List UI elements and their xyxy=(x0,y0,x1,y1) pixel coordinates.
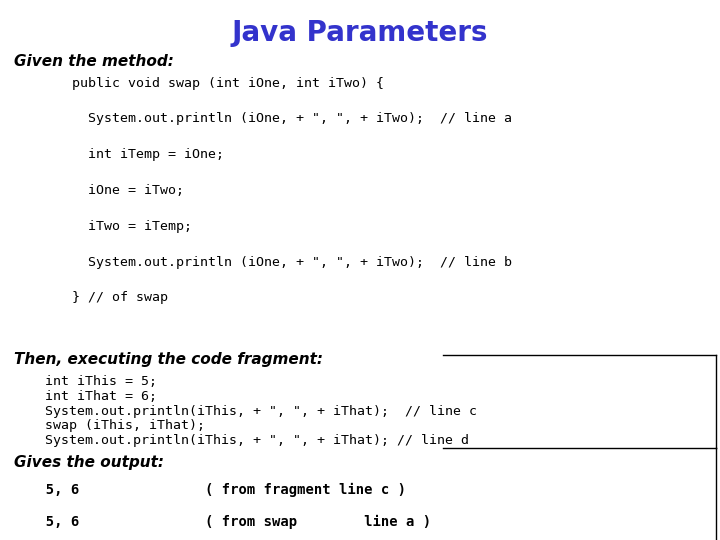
Text: public void swap (int iOne, int iTwo) {: public void swap (int iOne, int iTwo) { xyxy=(72,77,384,90)
Text: System.out.println(iThis, + ", ", + iThat); // line d: System.out.println(iThis, + ", ", + iTha… xyxy=(29,434,469,447)
Text: iOne = iTwo;: iOne = iTwo; xyxy=(72,184,184,197)
Text: 5, 6: 5, 6 xyxy=(29,483,79,497)
Text: Gives the output:: Gives the output: xyxy=(14,455,164,470)
Text: swap (iThis, iThat);: swap (iThis, iThat); xyxy=(29,420,204,433)
Text: } // of swap: } // of swap xyxy=(72,292,168,305)
Text: iTwo = iTemp;: iTwo = iTemp; xyxy=(72,220,192,233)
Text: Given the method:: Given the method: xyxy=(14,54,174,69)
Text: System.out.println(iThis, + ", ", + iThat);  // line c: System.out.println(iThis, + ", ", + iTha… xyxy=(29,405,477,418)
Text: int iThis = 5;: int iThis = 5; xyxy=(29,375,157,388)
Text: System.out.println (iOne, + ", ", + iTwo);  // line b: System.out.println (iOne, + ", ", + iTwo… xyxy=(72,255,512,268)
Text: Then, executing the code fragment:: Then, executing the code fragment: xyxy=(14,352,323,367)
Text: Java Parameters: Java Parameters xyxy=(232,19,488,47)
Text: ( from swap        line a ): ( from swap line a ) xyxy=(205,515,431,529)
Text: int iTemp = iOne;: int iTemp = iOne; xyxy=(72,148,224,161)
Text: 5, 6: 5, 6 xyxy=(29,515,79,529)
Text: System.out.println (iOne, + ", ", + iTwo);  // line a: System.out.println (iOne, + ", ", + iTwo… xyxy=(72,112,512,125)
Text: int iThat = 6;: int iThat = 6; xyxy=(29,390,157,403)
Text: ( from fragment line c ): ( from fragment line c ) xyxy=(205,483,406,497)
